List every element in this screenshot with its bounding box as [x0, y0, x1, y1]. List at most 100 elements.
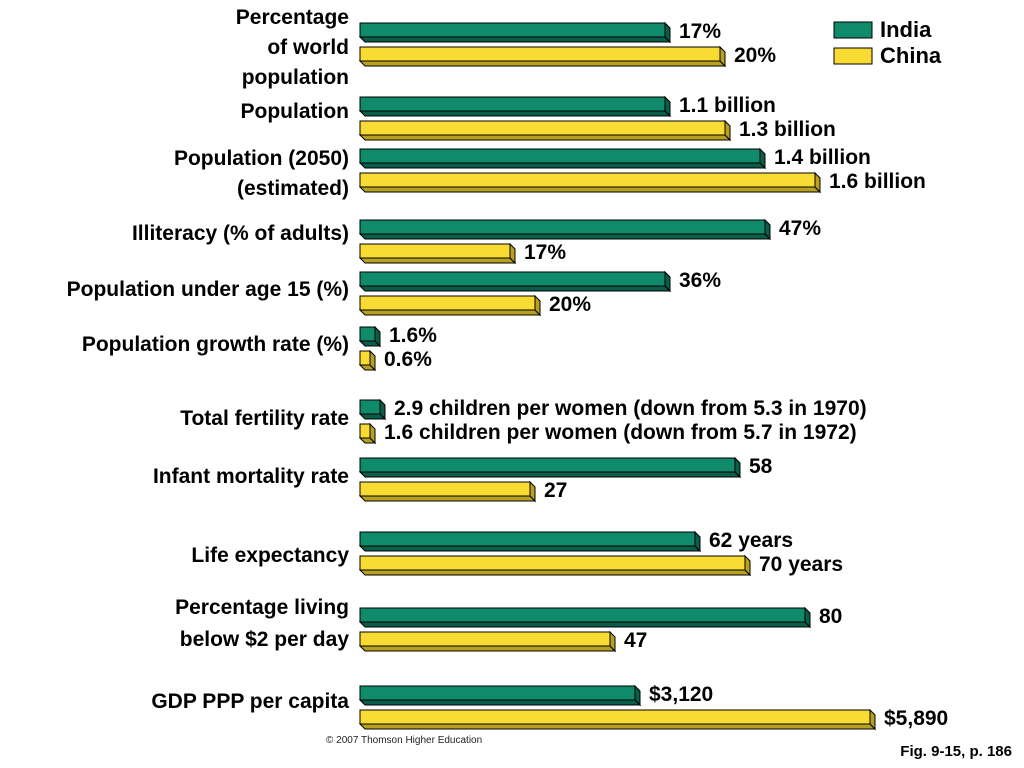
bar-bottom-china-8	[358, 569, 752, 576]
value-label-china-3: 17%	[524, 241, 566, 264]
bar-bottom-india-0	[358, 36, 672, 43]
category-label-10: GDP PPP per capita	[151, 690, 349, 713]
value-label-india-5: 1.6%	[389, 324, 437, 347]
bar-india-2	[359, 148, 761, 164]
category-label-5: Population growth rate (%)	[82, 333, 349, 356]
bar-india-7	[359, 457, 736, 473]
value-label-china-9: 47	[624, 629, 647, 652]
bar-bottom-india-4	[358, 285, 672, 292]
value-label-china-5: 0.6%	[384, 348, 432, 371]
bar-india-8	[359, 531, 696, 547]
bar-end-china-0	[719, 45, 726, 68]
category-label-2: Population (2050)	[174, 147, 349, 170]
legend-label-china: China	[880, 43, 942, 68]
bar-india-6	[359, 399, 381, 415]
bar-china-5	[359, 350, 371, 366]
category-label-9: Percentage living	[175, 596, 349, 619]
value-label-china-10: $5,890	[884, 707, 948, 730]
figure-reference: Fig. 9-15, p. 186	[900, 743, 1012, 760]
category-label-7: Infant mortality rate	[153, 465, 349, 488]
value-label-india-7: 58	[749, 455, 773, 478]
category-label-2: (estimated)	[237, 177, 349, 200]
value-label-china-6: 1.6 children per women (down from 5.7 in…	[384, 421, 857, 444]
bar-bottom-china-0	[358, 60, 727, 67]
bar-china-8	[359, 555, 746, 571]
value-label-china-8: 70 years	[759, 553, 843, 576]
bar-end-china-9	[609, 630, 616, 653]
bar-end-china-8	[744, 554, 751, 577]
category-label-8: Life expectancy	[191, 544, 349, 567]
bar-end-china-3	[509, 242, 516, 265]
value-label-india-8: 62 years	[709, 529, 793, 552]
value-label-india-3: 47%	[779, 217, 821, 240]
bar-end-india-8	[694, 530, 701, 553]
legend-swatch-china	[833, 47, 873, 65]
category-label-6: Total fertility rate	[180, 407, 349, 430]
copyright-note: © 2007 Thomson Higher Education	[326, 735, 483, 746]
bar-end-china-5	[369, 349, 376, 372]
legend-swatch-india	[833, 21, 873, 39]
bar-bottom-china-4	[358, 309, 542, 316]
bar-end-india-2	[759, 147, 766, 170]
category-label-4: Population under age 15 (%)	[67, 278, 349, 301]
bar-end-india-9	[804, 606, 811, 629]
bar-india-4	[359, 271, 666, 287]
bar-end-china-1	[724, 119, 731, 142]
bar-end-india-10	[634, 684, 641, 707]
bar-end-china-2	[814, 171, 821, 194]
value-label-india-6: 2.9 children per women (down from 5.3 in…	[394, 397, 867, 420]
value-label-india-4: 36%	[679, 269, 721, 292]
value-label-india-1: 1.1 billion	[679, 94, 776, 117]
bar-china-10	[359, 709, 871, 725]
category-label-1: Population	[241, 100, 350, 123]
category-label-0: Percentage	[236, 6, 349, 29]
bar-end-india-5	[374, 325, 381, 348]
category-label-9: below $2 per day	[180, 628, 350, 651]
bar-bottom-china-2	[358, 186, 822, 193]
bar-china-7	[359, 481, 531, 497]
value-label-india-9: 80	[819, 605, 842, 628]
bar-china-9	[359, 631, 611, 647]
bar-india-10	[359, 685, 636, 701]
bar-end-india-3	[764, 218, 771, 241]
bar-bottom-china-3	[358, 257, 517, 264]
bar-china-6	[359, 423, 371, 439]
bar-china-4	[359, 295, 536, 311]
bar-bottom-china-7	[358, 495, 537, 502]
category-label-0: of world	[267, 36, 349, 59]
bar-china-3	[359, 243, 511, 259]
category-label-0: population	[242, 66, 349, 89]
value-label-china-7: 27	[544, 479, 567, 502]
bar-india-9	[359, 607, 806, 623]
bar-end-india-0	[664, 21, 671, 44]
bar-end-india-1	[664, 95, 671, 118]
bar-end-china-4	[534, 294, 541, 317]
value-label-china-0: 20%	[734, 44, 776, 67]
bar-bottom-india-8	[358, 545, 702, 552]
bar-china-1	[359, 120, 726, 136]
bar-bottom-india-1	[358, 110, 672, 117]
bar-india-0	[359, 22, 666, 38]
bar-india-5	[359, 326, 376, 342]
value-label-china-2: 1.6 billion	[829, 170, 926, 193]
value-label-china-4: 20%	[549, 293, 591, 316]
value-label-china-1: 1.3 billion	[739, 118, 836, 141]
value-label-india-10: $3,120	[649, 683, 713, 706]
bar-china-2	[359, 172, 816, 188]
legend-label-india: India	[880, 17, 932, 42]
bar-end-china-10	[869, 708, 876, 731]
bar-india-1	[359, 96, 666, 112]
bar-bottom-china-1	[358, 134, 732, 141]
bar-bottom-china-9	[358, 645, 617, 652]
category-label-3: Illiteracy (% of adults)	[132, 222, 349, 245]
bar-bottom-india-3	[358, 233, 772, 240]
bar-bottom-china-10	[358, 723, 877, 730]
bar-bottom-india-10	[358, 699, 642, 706]
bar-india-3	[359, 219, 766, 235]
bar-china-0	[359, 46, 721, 62]
bar-end-india-4	[664, 270, 671, 293]
bar-end-china-6	[369, 422, 376, 445]
bar-end-china-7	[529, 480, 536, 503]
value-label-india-0: 17%	[679, 20, 721, 43]
